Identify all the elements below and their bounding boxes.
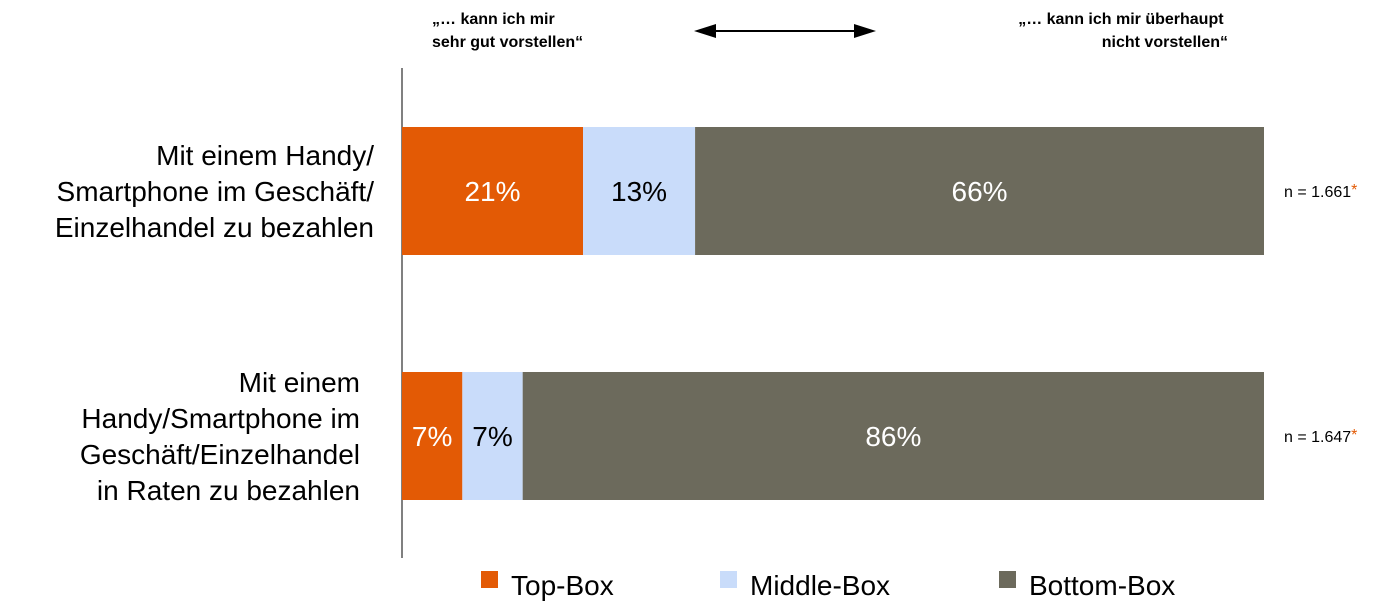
sample-size-label: n = 1.647* <box>1284 427 1357 446</box>
legend-swatch-bottom-box <box>999 571 1016 588</box>
double-arrow-icon <box>694 24 876 38</box>
category-label-line: Einzelhandel zu bezahlen <box>55 212 374 243</box>
sample-size-asterisk: * <box>1351 427 1357 444</box>
legend-label-bottom-box: Bottom-Box <box>1029 570 1175 601</box>
category-label-line: Geschäft/Einzelhandel <box>80 439 360 470</box>
bar-segment-middle-box <box>462 372 523 500</box>
category-label-line: in Raten zu bezahlen <box>97 475 360 506</box>
data-label: 7% <box>412 421 452 452</box>
bar-segment-top-box <box>402 127 584 255</box>
sample-size-value: n = 1.661 <box>1284 184 1351 201</box>
category-label-1: Mit einem Handy/Smartphone im Geschäft/E… <box>55 140 374 243</box>
category-label-2: Mit einem Handy/Smartphone im Geschäft/Ein… <box>80 367 360 506</box>
sample-size-label: n = 1.661* <box>1284 182 1357 201</box>
legend-label-middle-box: Middle-Box <box>750 570 890 601</box>
sample-size-value: n = 1.647 <box>1284 429 1351 446</box>
category-label-line: Mit einem <box>239 367 360 398</box>
scale-right-label: „… kann ich mir überhaupt nicht vorstell… <box>1018 11 1228 51</box>
category-label-line: Handy/Smartphone im <box>81 403 360 434</box>
bar-segment-top-box <box>402 372 463 500</box>
legend-swatch-top-box <box>481 571 498 588</box>
bar-segment-bottom-box <box>695 127 1264 255</box>
scale-left-line-2: sehr gut vorstellen“ <box>432 34 583 51</box>
category-label-line: Smartphone im Geschäft/ <box>57 176 375 207</box>
data-label: 13% <box>611 176 667 207</box>
bar-segment-middle-box <box>583 127 696 255</box>
scale-right-line-1: „… kann ich mir überhaupt <box>1018 11 1224 28</box>
data-label: 66% <box>952 176 1008 207</box>
category-label-line: Mit einem Handy/ <box>156 140 374 171</box>
scale-left-line-1: „… kann ich mir <box>432 11 555 28</box>
legend: Top-Box Middle-Box Bottom-Box <box>481 570 1175 601</box>
bar-segment-bottom-box <box>522 372 1264 500</box>
data-label: 7% <box>472 421 512 452</box>
data-label: 86% <box>865 421 921 452</box>
plot-area: Mit einem Handy/Smartphone im Geschäft/E… <box>55 127 1357 506</box>
scale-right-line-2: nicht vorstellen“ <box>1102 34 1228 51</box>
sample-size-asterisk: * <box>1351 182 1357 199</box>
legend-swatch-middle-box <box>720 571 737 588</box>
scale-left-label: „… kann ich mir sehr gut vorstellen“ <box>432 11 583 51</box>
legend-label-top-box: Top-Box <box>511 570 614 601</box>
data-label: 21% <box>464 176 520 207</box>
